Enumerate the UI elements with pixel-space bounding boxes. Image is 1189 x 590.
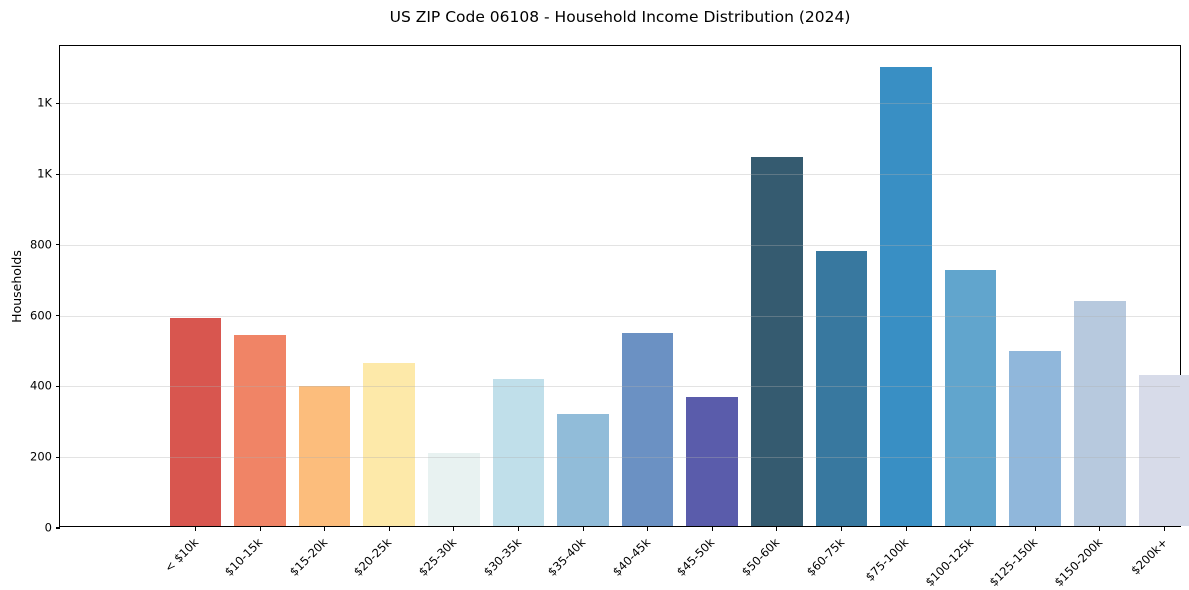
bar-$75-100k [880,67,932,526]
x-tick-mark [1099,526,1101,531]
gridline-800 [60,244,1180,246]
bar-$60-75k [815,251,868,526]
bar-$40-45k [621,333,674,526]
bar-$50-60k [751,157,803,526]
bar-$20-25k [363,362,416,526]
y-tick-mark [56,244,60,246]
bar-$150-200k [1074,301,1126,526]
x-tick-mark [1163,526,1166,531]
x-tick-mark [840,526,843,531]
y-tick-mark [56,315,60,317]
gridline-1K [60,103,1180,105]
y-tick-label: 1K [37,95,52,110]
y-tick-label: 600 [30,307,52,322]
gridline-400 [60,386,1180,388]
x-tick-mark [194,526,197,531]
y-tick-label: 400 [30,378,52,393]
y-tick-mark [56,102,60,104]
bar-$10-15k [234,335,286,526]
x-tick-mark [1034,526,1036,531]
bar-$25-30k [428,452,480,526]
y-tick-mark [56,527,60,529]
x-tick-label: < $10k [161,535,201,575]
gridline-200 [60,457,1180,459]
bar-$30-35k [492,379,545,526]
gridline-600 [60,315,1180,317]
x-tick-mark [582,526,584,531]
y-axis-title: Households [8,249,24,323]
y-tick-label: 1K [37,166,52,181]
x-tick-mark [259,526,261,531]
x-tick-mark [453,526,455,531]
bar-$125-150k [1009,351,1062,526]
y-tick-label: 0 [44,520,52,535]
y-tick-label: 200 [30,449,52,464]
y-tick-mark [56,385,60,387]
gridline-1K [60,174,1180,176]
y-tick-mark [56,173,60,175]
y-tick-mark [56,456,60,458]
x-tick-mark [970,526,972,531]
x-tick-mark [776,526,778,531]
x-tick-mark [711,526,713,531]
bar-< $10k [169,317,222,526]
chart-title: US ZIP Code 06108 - Household Income Dis… [389,8,851,26]
x-tick-mark [905,526,907,531]
bar-$35-40k [557,413,609,526]
x-tick-mark [324,526,326,531]
x-tick-mark [647,526,649,531]
x-tick-mark [388,526,390,531]
bar-$45-50k [686,397,739,526]
x-tick-mark [517,526,520,531]
bar-$100-125k [944,270,997,526]
bar-$200k+ [1138,375,1189,526]
plot-area: 0 200 400 600 800 1K 1K < $10k $10-15k $15-20k $20… [30,45,1189,589]
bar-$15-20k [298,385,351,526]
y-tick-label: 800 [30,237,52,252]
